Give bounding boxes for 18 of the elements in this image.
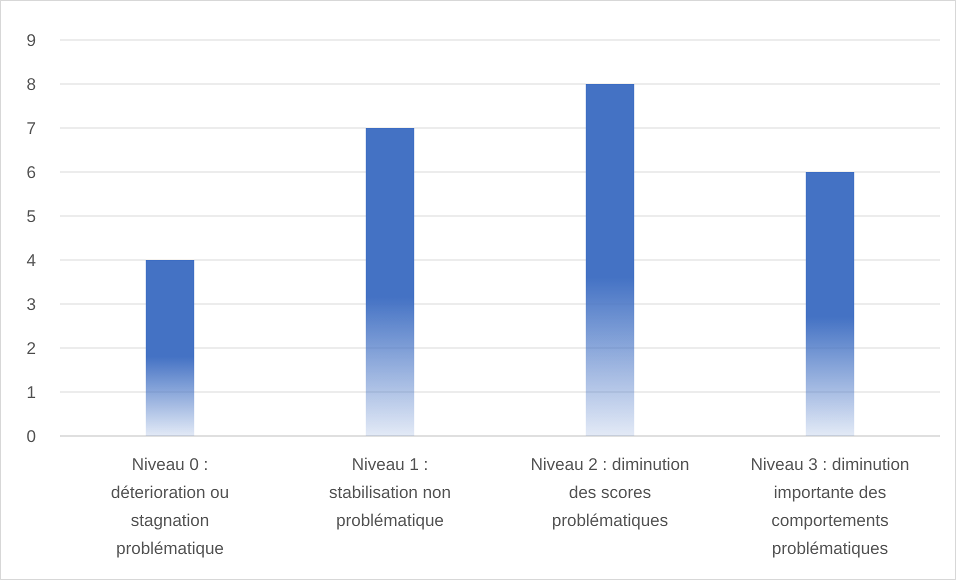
y-tick-label: 5 — [26, 206, 36, 226]
y-tick-label: 3 — [26, 294, 36, 314]
y-tick-label: 7 — [26, 118, 36, 138]
y-tick-label: 6 — [26, 162, 36, 182]
bar — [586, 84, 634, 436]
x-tick-label: Niveau 3 : diminution importante des comportements problématiques — [750, 455, 910, 558]
x-tick-label: Niveau 0 : déterioration ou stagnation problématique — [110, 455, 230, 558]
x-tick-label: Niveau 1 : stabilisation non problématique — [329, 455, 451, 530]
bar — [366, 128, 414, 436]
y-tick-label: 0 — [26, 426, 36, 446]
y-tick-label: 1 — [26, 382, 36, 402]
x-tick-label: Niveau 2 : diminution des scores problématiques — [530, 455, 690, 530]
bar — [146, 260, 194, 436]
y-tick-label: 9 — [26, 30, 36, 50]
bar — [806, 172, 854, 436]
y-tick-label: 4 — [26, 250, 36, 270]
y-tick-label: 2 — [26, 338, 36, 358]
y-tick-label: 8 — [26, 74, 36, 94]
